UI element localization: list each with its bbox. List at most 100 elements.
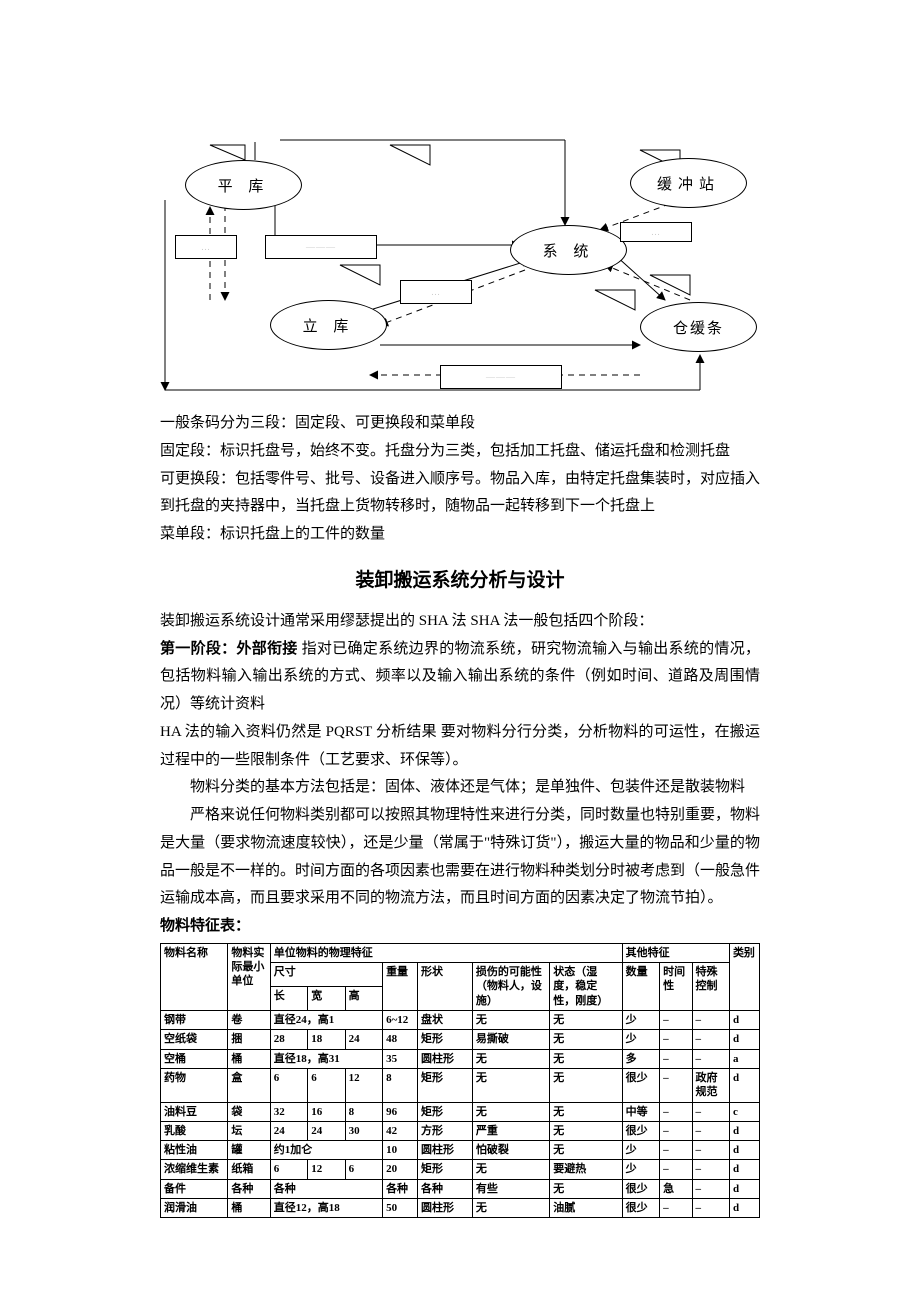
node-xitong: 系 统 [510, 225, 627, 275]
section-title: 装卸搬运系统分析与设计 [160, 563, 760, 598]
cell-time: – [660, 1121, 692, 1140]
cell-dmg: 无 [472, 1049, 549, 1068]
cell-state: 无 [550, 1121, 622, 1140]
cell-len: 6 [270, 1068, 307, 1102]
cell-wt: 20 [383, 1160, 418, 1179]
cell-time: – [660, 1068, 692, 1102]
para-1: 一般条码分为三段：固定段、可更换段和菜单段 [160, 410, 760, 438]
cell-wt: 各种 [383, 1179, 418, 1198]
cell-name: 空纸袋 [161, 1030, 228, 1049]
cell-unit: 纸箱 [228, 1160, 270, 1179]
th-time: 时间性 [660, 963, 692, 1011]
cell-ctrl: – [692, 1011, 729, 1030]
cell-name: 粘性油 [161, 1141, 228, 1160]
cell-cls: c [729, 1102, 759, 1121]
cell-dmg: 无 [472, 1102, 549, 1121]
cell-len: 直径24，高1 [270, 1011, 382, 1030]
cell-state: 油腻 [550, 1199, 622, 1218]
rect-label-2: ——— [265, 235, 377, 259]
cell-state: 无 [550, 1179, 622, 1198]
phase-1-label: 第一阶段：外部衔接 [160, 641, 298, 657]
th-name: 物料名称 [161, 943, 228, 1010]
table-row: 润滑油桶直径12，高1850圆柱形无油腻很少––d [161, 1199, 760, 1218]
cell-shape: 圆柱形 [418, 1199, 473, 1218]
para-6: 第一阶段：外部衔接 指对已确定系统边界的物流系统，研究物流输入与输出系统的情况，… [160, 636, 760, 719]
cell-wid: 16 [308, 1102, 345, 1121]
cell-len: 直径18，高31 [270, 1049, 382, 1068]
table-row: 乳酸坛24243042方形严重无很少––d [161, 1121, 760, 1140]
cell-state: 无 [550, 1068, 622, 1102]
table-caption: 物料特征表： [160, 913, 760, 941]
para-3: 可更换段：包括零件号、批号、设备进入顺序号。物品入库，由特定托盘集装时，对应插入… [160, 466, 760, 522]
th-hei: 高 [345, 987, 382, 1011]
cell-ctrl: – [692, 1121, 729, 1140]
cell-shape: 盘状 [418, 1011, 473, 1030]
cell-dmg: 无 [472, 1068, 549, 1102]
cell-len: 6 [270, 1160, 307, 1179]
flow-diagram: 平 库 缓冲站 系 统 立 库 仓缓条 … ——— … … ——— [0, 0, 920, 410]
table-row: 浓缩维生素纸箱612620矩形无要避热少––d [161, 1160, 760, 1179]
cell-cls: a [729, 1049, 759, 1068]
cell-wt: 50 [383, 1199, 418, 1218]
th-unit: 物料实际最小单位 [228, 943, 270, 1010]
cell-time: 急 [660, 1179, 692, 1198]
node-liku: 立 库 [270, 300, 387, 350]
cell-hei: 30 [345, 1121, 382, 1140]
cell-name: 润滑油 [161, 1199, 228, 1218]
cell-unit: 桶 [228, 1049, 270, 1068]
cell-cls: d [729, 1141, 759, 1160]
cell-time: – [660, 1199, 692, 1218]
cell-name: 钢带 [161, 1011, 228, 1030]
cell-unit: 盒 [228, 1068, 270, 1102]
cell-qty: 少 [622, 1160, 659, 1179]
cell-dmg: 无 [472, 1011, 549, 1030]
para-5: 装卸搬运系统设计通常采用缪瑟提出的 SHA 法 SHA 法一般包括四个阶段： [160, 608, 760, 636]
cell-wt: 42 [383, 1121, 418, 1140]
node-pingku: 平 库 [185, 160, 302, 210]
cell-qty: 很少 [622, 1179, 659, 1198]
cell-wt: 35 [383, 1049, 418, 1068]
cell-time: – [660, 1141, 692, 1160]
cell-wt: 8 [383, 1068, 418, 1102]
cell-name: 空桶 [161, 1049, 228, 1068]
cell-state: 无 [550, 1102, 622, 1121]
cell-cls: d [729, 1011, 759, 1030]
th-dim: 尺寸 [270, 963, 382, 987]
cell-qty: 少 [622, 1011, 659, 1030]
cell-dmg: 有些 [472, 1179, 549, 1198]
cell-hei: 8 [345, 1102, 382, 1121]
cell-state: 要避热 [550, 1160, 622, 1179]
cell-unit: 桶 [228, 1199, 270, 1218]
cell-len: 28 [270, 1030, 307, 1049]
para-9: 严格来说任何物料类别都可以按照其物理特性来进行分类，同时数量也特别重要，物料是大… [160, 802, 760, 913]
cell-qty: 很少 [622, 1068, 659, 1102]
cell-dmg: 无 [472, 1199, 549, 1218]
cell-state: 无 [550, 1049, 622, 1068]
cell-ctrl: – [692, 1049, 729, 1068]
cell-wt: 10 [383, 1141, 418, 1160]
cell-ctrl: 政府规范 [692, 1068, 729, 1102]
cell-ctrl: – [692, 1160, 729, 1179]
cell-qty: 少 [622, 1141, 659, 1160]
th-wid: 宽 [308, 987, 345, 1011]
cell-dmg: 易撕破 [472, 1030, 549, 1049]
cell-unit: 各种 [228, 1179, 270, 1198]
cell-state: 无 [550, 1011, 622, 1030]
table-row: 钢带卷直径24，高16~12盘状无无少––d [161, 1011, 760, 1030]
material-table: 物料名称 物料实际最小单位 单位物料的物理特征 其他特征 类别 尺寸 重量 形状… [160, 943, 760, 1218]
cell-len: 24 [270, 1121, 307, 1140]
th-shape: 形状 [418, 963, 473, 1011]
cell-state: 无 [550, 1030, 622, 1049]
cell-name: 浓缩维生素 [161, 1160, 228, 1179]
cell-unit: 袋 [228, 1102, 270, 1121]
cell-unit: 罐 [228, 1141, 270, 1160]
cell-qty: 很少 [622, 1199, 659, 1218]
table-row: 药物盒66128矩形无无很少–政府规范d [161, 1068, 760, 1102]
rect-label-3: … [400, 280, 472, 304]
cell-cls: d [729, 1179, 759, 1198]
cell-shape: 矩形 [418, 1102, 473, 1121]
para-8: 物料分类的基本方法包括是：固体、液体还是气体；是单独件、包装件还是散装物料 [160, 774, 760, 802]
cell-ctrl: – [692, 1141, 729, 1160]
body-text: 一般条码分为三段：固定段、可更换段和菜单段 固定段：标识托盘号，始终不变。托盘分… [0, 410, 920, 1218]
th-wt: 重量 [383, 963, 418, 1011]
